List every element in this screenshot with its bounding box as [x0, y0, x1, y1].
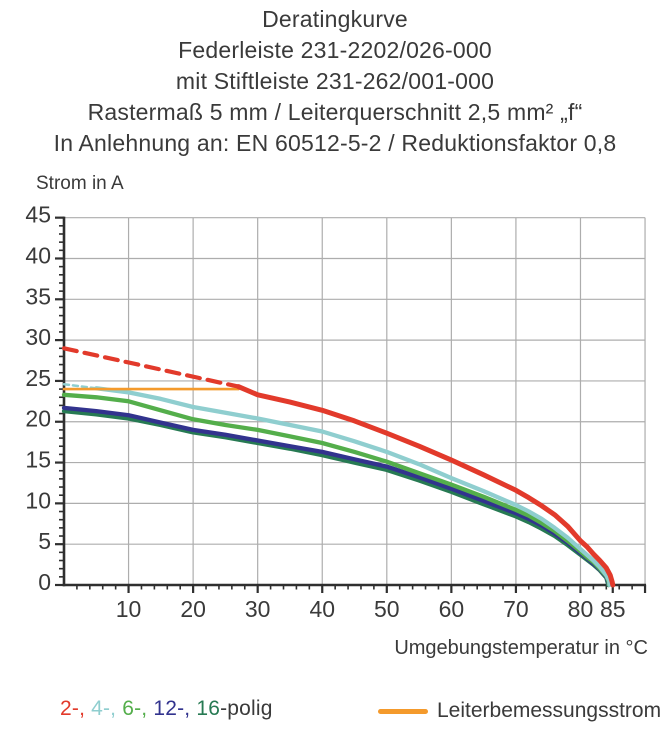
chart-title-line-1: Deratingkurve — [262, 6, 408, 32]
svg-text:85: 85 — [600, 596, 626, 622]
chart-title-line-5: In Anlehnung an: EN 60512-5-2 / Reduktio… — [53, 130, 617, 156]
legend-pole-label: 2-, — [60, 697, 86, 720]
rated-current-label: Leiterbemessungsstrom — [437, 699, 662, 722]
derating-chart: 0 5 10 15 20 25 30 35 40 45 10 20 30 40 50 60 70 80 85 — [0, 196, 670, 636]
svg-text:70: 70 — [503, 596, 529, 622]
curve-4-polig-dashed — [62, 382, 98, 390]
legend-poles: 2-, 4-, 6-, 12-, 16-polig — [60, 697, 273, 721]
legend-pole-label: 6-, — [122, 697, 148, 720]
svg-text:0: 0 — [38, 569, 51, 595]
svg-text:40: 40 — [25, 242, 51, 268]
svg-text:15: 15 — [25, 447, 51, 473]
x-axis-title: Umgebungstemperatur in °C — [394, 637, 648, 659]
legend-pole-label: 16 — [196, 697, 221, 720]
y-axis-title: Strom in A — [36, 173, 124, 194]
svg-text:20: 20 — [180, 596, 206, 622]
svg-text:5: 5 — [38, 528, 51, 554]
svg-text:25: 25 — [25, 365, 51, 391]
legend-poles-suffix: -polig — [220, 697, 273, 720]
curve-4-polig — [94, 386, 612, 588]
chart-title-line-4: Rastermaß 5 mm / Leiterquerschnitt 2,5 m… — [87, 99, 583, 125]
chart-title-line-3: mit Stiftleiste 231-262/001-000 — [175, 68, 495, 94]
svg-text:10: 10 — [116, 596, 142, 622]
curve-2-polig-dashed — [61, 346, 241, 389]
svg-text:45: 45 — [25, 202, 51, 228]
title-block: Deratingkurve Federleiste 231-2202/026-0… — [0, 4, 670, 159]
svg-text:30: 30 — [245, 596, 271, 622]
svg-text:10: 10 — [25, 487, 51, 513]
svg-text:40: 40 — [309, 596, 335, 622]
svg-text:60: 60 — [439, 596, 465, 622]
legend-pole-label: 4-, — [91, 697, 117, 720]
svg-text:80: 80 — [568, 596, 594, 622]
svg-text:35: 35 — [25, 283, 51, 309]
rated-current-line-swatch — [378, 709, 428, 714]
svg-text:30: 30 — [25, 324, 51, 350]
chart-title-line-2: Federleiste 231-2202/026-000 — [178, 37, 492, 63]
derating-chart-svg: 0 5 10 15 20 25 30 35 40 45 10 20 30 40 50 60 70 80 85 — [25, 202, 647, 622]
svg-text:50: 50 — [374, 596, 400, 622]
svg-text:20: 20 — [25, 406, 51, 432]
legend-pole-label: 12-, — [153, 697, 191, 720]
curve-2-polig — [235, 384, 616, 588]
